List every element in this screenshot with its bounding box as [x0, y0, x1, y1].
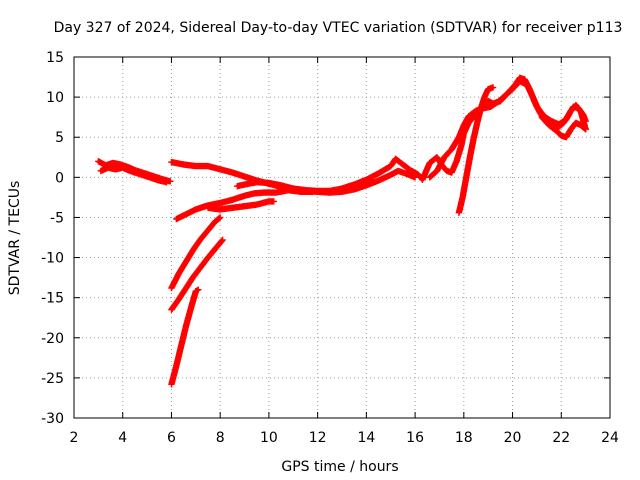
- data-points: [95, 74, 589, 388]
- series-track-4: [234, 155, 426, 195]
- y-tick-label: 5: [55, 130, 64, 146]
- y-tick-label: -25: [41, 371, 64, 387]
- x-tick-label: 12: [309, 430, 327, 446]
- series-track-5: [173, 186, 316, 223]
- data-point: [582, 126, 589, 133]
- x-tick-label: 4: [118, 430, 127, 446]
- x-tick-label: 18: [455, 430, 473, 446]
- y-tick-label: 15: [46, 50, 64, 66]
- series-track-13: [538, 113, 589, 141]
- data-point: [489, 84, 497, 91]
- x-tick-label: 6: [167, 430, 176, 446]
- y-tick-labels: -30 -25 -20 -15 -10 -5 0 5 10 15: [41, 50, 64, 427]
- series-track-10: [419, 74, 589, 183]
- data-point: [270, 198, 277, 205]
- series-track-12: [455, 84, 497, 216]
- y-tick-label: -5: [50, 210, 64, 226]
- data-point: [216, 214, 224, 221]
- data-point: [195, 286, 202, 293]
- x-tick-label: 20: [504, 430, 522, 446]
- series-track-2: [97, 164, 170, 186]
- data-point: [193, 287, 201, 294]
- y-tick-label: -15: [41, 291, 64, 307]
- y-tick-label: 10: [46, 90, 64, 106]
- data-point: [581, 125, 588, 132]
- y-tick-label: -20: [41, 331, 64, 347]
- data-point: [309, 188, 316, 195]
- series-track-9: [168, 286, 202, 388]
- x-tick-label: 14: [357, 430, 375, 446]
- x-axis-label: GPS time / hours: [281, 459, 398, 475]
- y-tick-label: -30: [41, 411, 64, 427]
- y-tick-label: -10: [41, 251, 64, 267]
- data-point: [216, 215, 223, 222]
- x-tick-label: 10: [260, 430, 278, 446]
- x-tick-label: 2: [70, 430, 79, 446]
- x-tick-label: 22: [552, 430, 570, 446]
- series-track-8: [168, 236, 226, 313]
- series-track-11: [426, 77, 589, 181]
- y-tick-label: 0: [55, 170, 64, 186]
- data-point: [163, 178, 170, 186]
- x-tick-label: 16: [406, 430, 424, 446]
- data-point: [219, 236, 226, 244]
- data-point: [218, 237, 226, 244]
- grid-lines: [74, 57, 610, 418]
- x-tick-label: 8: [216, 430, 225, 446]
- axis-ticks: [73, 56, 611, 419]
- series-track-7: [168, 214, 224, 292]
- plot-frame: [73, 56, 611, 419]
- chart-title: Day 327 of 2024, Sidereal Day-to-day VTE…: [54, 20, 623, 36]
- x-tick-label: 24: [601, 430, 619, 446]
- y-axis-label: SDTVAR / TECUs: [7, 181, 23, 296]
- x-tick-labels: 2 4 6 8 10 12 14 16 18 20 22 24: [70, 430, 619, 446]
- series-track-6: [204, 198, 277, 213]
